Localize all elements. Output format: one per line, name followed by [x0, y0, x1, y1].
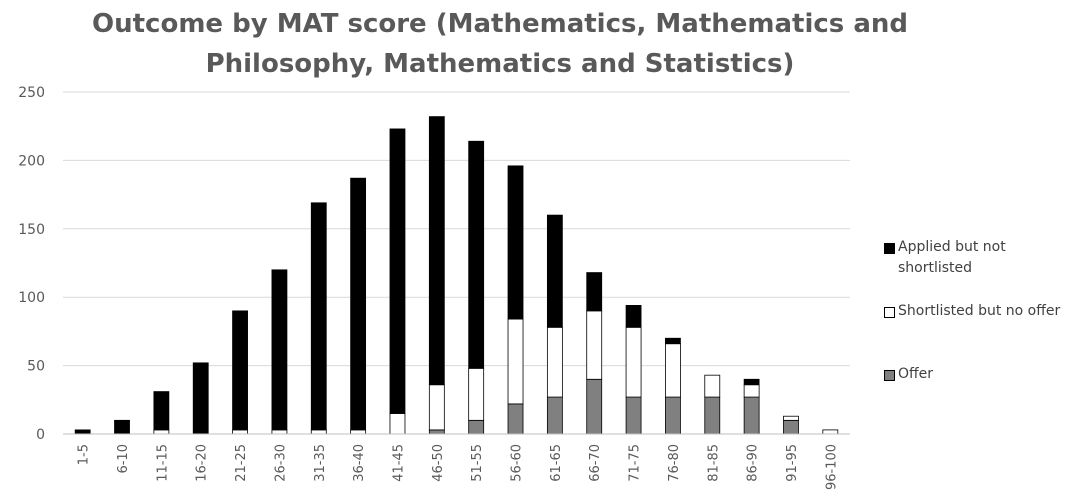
x-tick-label-16-20: 16-20 — [195, 444, 210, 482]
x-tick-label-81-85: 81-85 — [706, 444, 721, 482]
legend-label-shortlisted: Shortlisted but no offer — [898, 303, 1061, 319]
legend-swatch-shortlisted — [884, 307, 895, 318]
legend-item-applied-but-not-shortlisted: Applied but not shortlisted — [884, 237, 1006, 279]
chart-title: Outcome by MAT score (Mathematics, Mathe… — [60, 4, 940, 84]
bar-applied-but-not-shortlisted-51-55 — [468, 140, 485, 369]
legend-label-applied-line-1: Applied but not — [898, 239, 1006, 255]
bar-shortlisted-but-no-offer-61-65 — [546, 326, 563, 398]
bar-applied-but-not-shortlisted-86-90 — [743, 378, 760, 386]
bar-offer-71-75 — [625, 396, 642, 435]
legend-label-applied-line-2: shortlisted — [898, 260, 973, 276]
x-tick-label-36-40: 36-40 — [352, 444, 367, 482]
bar-shortlisted-but-no-offer-86-90 — [743, 384, 760, 398]
bar-shortlisted-but-no-offer-26-30 — [271, 429, 288, 435]
y-tick-label-250: 250 — [18, 85, 45, 101]
bar-offer-76-80 — [665, 396, 681, 435]
bar-applied-but-not-shortlisted-66-70 — [586, 272, 603, 312]
bar-applied-but-not-shortlisted-46-50 — [428, 116, 445, 386]
x-tick-label-21-25: 21-25 — [234, 444, 249, 482]
x-tick-label-11-15: 11-15 — [155, 444, 170, 482]
bar-applied-but-not-shortlisted-61-65 — [546, 214, 563, 328]
x-tick-label-1-5: 1-5 — [77, 444, 92, 465]
bar-shortlisted-but-no-offer-91-95 — [783, 415, 799, 421]
x-tick-label-26-30: 26-30 — [273, 444, 288, 482]
bar-applied-but-not-shortlisted-6-10 — [114, 419, 130, 435]
x-tick-label-41-45: 41-45 — [391, 444, 406, 482]
y-tick-label-150: 150 — [18, 222, 45, 238]
legend-item-shortlisted-but-no-offer: Shortlisted but no offer — [884, 301, 1061, 322]
x-tick-label-31-35: 31-35 — [313, 444, 328, 482]
bar-shortlisted-but-no-offer-11-15 — [153, 429, 170, 435]
bar-applied-but-not-shortlisted-26-30 — [271, 269, 288, 431]
y-tick-label-50: 50 — [27, 359, 45, 375]
bar-applied-but-not-shortlisted-21-25 — [232, 310, 248, 431]
bar-applied-but-not-shortlisted-36-40 — [350, 177, 367, 431]
legend-swatch-offer — [884, 370, 895, 381]
bar-applied-but-not-shortlisted-71-75 — [625, 305, 642, 328]
y-tick-label-0: 0 — [36, 427, 45, 443]
x-tick-label-46-50: 46-50 — [431, 444, 446, 482]
bar-shortlisted-but-no-offer-76-80 — [665, 343, 681, 398]
bar-applied-but-not-shortlisted-1-5 — [74, 429, 91, 435]
bar-applied-but-not-shortlisted-11-15 — [153, 391, 170, 431]
x-tick-label-96-100: 96-100 — [824, 444, 839, 490]
bar-shortlisted-but-no-offer-36-40 — [350, 429, 367, 435]
bar-applied-but-not-shortlisted-31-35 — [310, 202, 327, 431]
bar-offer-51-55 — [468, 419, 485, 435]
bar-shortlisted-but-no-offer-31-35 — [310, 429, 327, 435]
bar-offer-66-70 — [586, 378, 603, 435]
x-tick-label-61-65: 61-65 — [549, 444, 564, 482]
y-tick-label-100: 100 — [18, 290, 45, 306]
bar-shortlisted-but-no-offer-96-100 — [822, 429, 839, 435]
bar-shortlisted-but-no-offer-41-45 — [389, 413, 406, 435]
bar-offer-46-50 — [428, 429, 445, 435]
bar-offer-81-85 — [704, 396, 721, 435]
x-tick-label-56-60: 56-60 — [510, 444, 525, 482]
bar-shortlisted-but-no-offer-66-70 — [586, 310, 603, 380]
bar-offer-86-90 — [743, 396, 760, 435]
bar-shortlisted-but-no-offer-46-50 — [428, 384, 445, 431]
bar-applied-but-not-shortlisted-16-20 — [192, 362, 209, 435]
bar-offer-61-65 — [546, 396, 563, 435]
bar-shortlisted-but-no-offer-51-55 — [468, 367, 485, 421]
legend-item-offer: Offer — [884, 364, 934, 385]
x-tick-label-51-55: 51-55 — [470, 444, 485, 482]
legend-swatch-applied — [884, 243, 895, 254]
bar-applied-but-not-shortlisted-76-80 — [665, 337, 681, 345]
x-tick-label-6-10: 6-10 — [116, 444, 131, 474]
chart-title-line-1: Outcome by MAT score (Mathematics, Mathe… — [92, 9, 908, 39]
x-tick-label-76-80: 76-80 — [667, 444, 682, 482]
bar-applied-but-not-shortlisted-41-45 — [389, 128, 406, 414]
chart-title-line-2: Philosophy, Mathematics and Statistics) — [205, 49, 795, 79]
x-tick-label-66-70: 66-70 — [588, 444, 603, 482]
x-tick-label-91-95: 91-95 — [785, 444, 800, 482]
legend-label-offer: Offer — [898, 366, 934, 382]
x-tick-label-86-90: 86-90 — [746, 444, 761, 482]
x-tick-label-71-75: 71-75 — [628, 444, 643, 482]
y-tick-label-200: 200 — [18, 153, 45, 169]
bar-offer-56-60 — [507, 403, 524, 435]
bar-shortlisted-but-no-offer-21-25 — [232, 429, 248, 435]
bar-applied-but-not-shortlisted-56-60 — [507, 165, 524, 320]
bar-shortlisted-but-no-offer-81-85 — [704, 374, 721, 398]
bar-offer-91-95 — [783, 419, 799, 435]
bar-shortlisted-but-no-offer-71-75 — [625, 326, 642, 398]
bar-shortlisted-but-no-offer-56-60 — [507, 318, 524, 405]
